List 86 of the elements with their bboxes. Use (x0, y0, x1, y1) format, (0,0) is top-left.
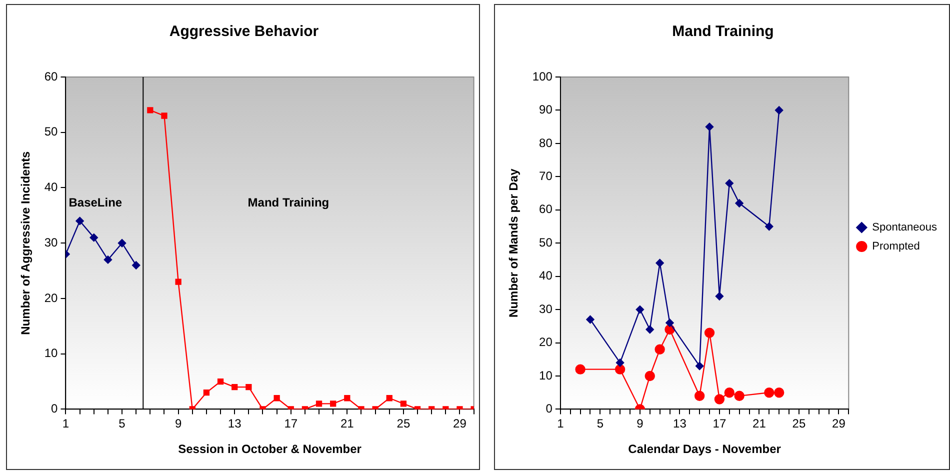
point (636, 305, 644, 314)
point (344, 395, 350, 402)
point (90, 233, 98, 242)
point (575, 364, 586, 374)
y-tick-label: 90 (539, 102, 553, 117)
y-tick-label: 0 (51, 402, 58, 416)
y-tick-label: 0 (546, 402, 553, 416)
point (724, 387, 734, 398)
x-tick-label: 5 (118, 416, 126, 431)
x-tick-label: 17 (712, 416, 726, 431)
point (175, 278, 182, 285)
y-tick-label: 10 (44, 346, 58, 360)
y-tick-label: 70 (539, 168, 553, 183)
point (316, 400, 322, 407)
point (104, 256, 112, 264)
y-tick-label: 100 (532, 69, 553, 84)
point (704, 328, 715, 338)
point (646, 325, 654, 334)
point (705, 122, 714, 131)
point (161, 112, 168, 119)
point (400, 400, 407, 407)
point (586, 315, 594, 324)
point (714, 394, 725, 404)
x-axis-title: Calendar Days - November (628, 442, 782, 456)
point (118, 239, 126, 248)
point (734, 390, 744, 402)
x-tick-label: 17 (284, 416, 298, 431)
annotation: BaseLine (68, 196, 122, 210)
y-tick-label: 60 (44, 69, 58, 84)
x-axis-title: Session in October & November (178, 442, 362, 456)
point (147, 107, 154, 114)
chart-title: Aggressive Behavior (169, 23, 319, 40)
x-tick-label: 29 (453, 416, 467, 431)
y-tick-label: 40 (44, 180, 58, 194)
point (666, 318, 674, 327)
point (132, 261, 140, 270)
y-tick-label: 30 (44, 235, 58, 250)
point (656, 258, 664, 268)
point (274, 395, 280, 402)
y-tick-label: 80 (539, 136, 553, 150)
annotation: Mand Training (248, 196, 330, 210)
x-tick-label: 25 (792, 416, 806, 431)
point (217, 378, 224, 385)
point (386, 395, 392, 402)
y-tick-label: 20 (539, 335, 553, 350)
point (774, 106, 784, 114)
point (774, 387, 784, 398)
point (654, 344, 665, 355)
point (735, 199, 744, 208)
point (76, 216, 84, 226)
x-tick-label: 13 (228, 416, 242, 431)
point (715, 292, 724, 300)
point (764, 387, 774, 398)
y-tick-label: 40 (539, 268, 553, 283)
x-tick-label: 25 (396, 416, 410, 431)
chart-title: Mand Training (672, 23, 774, 40)
x-tick-label: 29 (832, 416, 846, 431)
point (644, 370, 655, 382)
x-tick-label: 9 (174, 416, 182, 431)
point (232, 384, 238, 390)
y-axis-title: Number of Aggressive Incidents (18, 150, 33, 335)
legend-label: Spontaneous (872, 222, 938, 234)
y-tick-label: 50 (44, 124, 58, 139)
y-tick-label: 10 (539, 368, 553, 382)
point (614, 364, 626, 374)
point (203, 390, 210, 396)
point (725, 179, 734, 188)
y-tick-label: 60 (539, 202, 553, 216)
point (695, 362, 704, 370)
y-tick-label: 30 (539, 302, 553, 316)
y-tick-label: 20 (44, 290, 58, 305)
point (694, 390, 705, 402)
y-tick-label: 50 (539, 235, 553, 250)
x-tick-label: 1 (557, 416, 564, 431)
x-tick-label: 13 (673, 416, 687, 431)
point (330, 400, 336, 407)
y-axis-title: Number of Mands per Day (506, 168, 521, 318)
x-tick-label: 21 (752, 416, 766, 431)
x-tick-label: 21 (340, 416, 354, 431)
point (616, 358, 624, 367)
point (246, 384, 252, 390)
x-tick-label: 1 (62, 416, 70, 431)
point (765, 222, 774, 231)
legend-label: Prompted (872, 240, 920, 253)
x-tick-label: 9 (636, 416, 644, 431)
x-tick-label: 5 (596, 416, 604, 431)
